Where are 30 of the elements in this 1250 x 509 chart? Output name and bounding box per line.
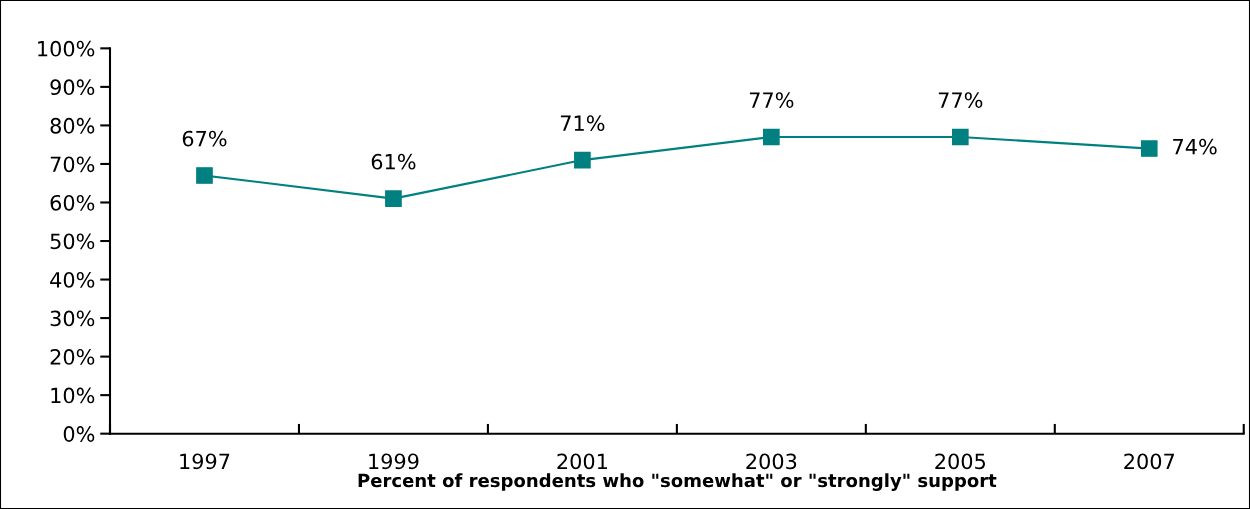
y-tick-label: 30%: [50, 310, 95, 327]
x-tick-label: 2001: [557, 453, 607, 470]
point: [574, 151, 591, 169]
y-tick-label: 20%: [50, 349, 95, 365]
y-tick-label: 90%: [50, 79, 95, 96]
x-tick-label: 2005: [935, 453, 985, 470]
x-tick-label: 1997: [180, 453, 230, 470]
y-tick-label: 70%: [50, 156, 95, 173]
x-tick-label: 1999: [369, 453, 419, 470]
y-tick-label: 40%: [50, 272, 95, 288]
text: 71%: [560, 115, 605, 132]
y-tick-label: 10%: [51, 387, 95, 404]
text: 61%: [371, 153, 416, 170]
x-tick-label: 2007: [1124, 453, 1174, 470]
point: [1140, 140, 1158, 157]
y-tick-label: 50%: [50, 233, 95, 250]
y-tick-label: 80%: [50, 117, 95, 134]
text: 77%: [938, 92, 983, 108]
x-tick-label: 2003: [746, 453, 797, 470]
text: 74%: [1173, 138, 1217, 155]
text: 77%: [749, 92, 794, 108]
y-tick-label: 100%: [38, 40, 95, 57]
y-tick-label: 60%: [50, 194, 95, 211]
point: [763, 128, 780, 146]
y-tick-label: 0%: [63, 426, 95, 442]
text: 67%: [182, 130, 227, 147]
point: [951, 128, 969, 146]
x-axis-title: Percent of respondents who "somewhat" or "strongly" support: [358, 473, 997, 491]
point: [196, 167, 213, 184]
point: [385, 190, 402, 207]
